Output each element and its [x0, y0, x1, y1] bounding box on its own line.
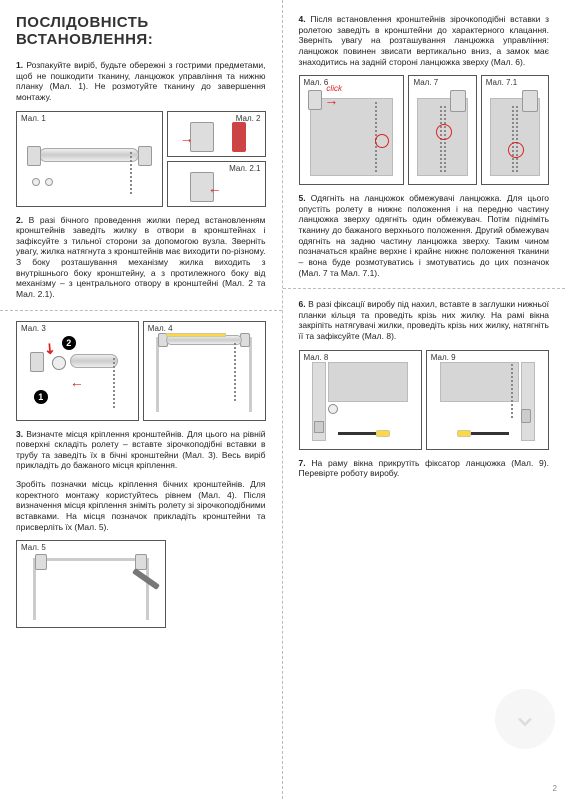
click-label: click — [326, 84, 342, 93]
step-5-text: 5. Одягніть на ланцюжок обмежувачі ланцю… — [299, 193, 550, 278]
left-column: ПОСЛІДОВНІСТЬ ВСТАНОВЛЕННЯ: 1. Розпакуйт… — [0, 0, 283, 799]
divider-1 — [0, 310, 282, 311]
fig-2-art: → — [180, 118, 253, 148]
step-1-body: Розпакуйте виріб, будьте обережні з гост… — [16, 60, 266, 102]
figure-2-1: Мал. 2.1 ← — [167, 161, 266, 207]
fig-1-label: Мал. 1 — [21, 114, 46, 123]
page-title: ПОСЛІДОВНІСТЬ ВСТАНОВЛЕННЯ: — [16, 14, 266, 48]
step-6-num: 6. — [299, 299, 306, 309]
fig-5-art — [27, 548, 155, 620]
figure-2: Мал. 2 → — [167, 111, 266, 157]
figure-7: Мал. 7 — [408, 75, 476, 185]
step-4-num: 4. — [299, 14, 306, 24]
fig-4-art — [152, 329, 255, 412]
divider-2 — [283, 288, 565, 289]
badge-1: 1 — [34, 390, 48, 404]
fig-row-4: Мал. 8 Мал. 9 — [299, 350, 550, 450]
step-3b-text: Зробіть позначки місць кріплення бічних … — [16, 479, 266, 532]
fig-1-art — [27, 128, 152, 190]
step-3a-text: 3. Визначте місця кріплення кронштейнів.… — [16, 429, 266, 472]
right-column: 4. Після встановлення кронштейнів зірочк… — [283, 0, 565, 799]
figure-1: Мал. 1 — [16, 111, 163, 207]
step-3-num: 3. — [16, 429, 23, 439]
step-2-text: 2. В разі бічного проведення жилки перед… — [16, 215, 266, 300]
step-6-body: В разі фіксації виробу під нахил, вставт… — [299, 299, 550, 341]
fig-21-art: ← — [180, 168, 253, 198]
fig-row-3: Мал. 6 → click Мал. 7 — [299, 75, 550, 185]
step-5-num: 5. — [299, 193, 306, 203]
step-7-body: На раму вікна прикрутіть фіксатор ланцюж… — [299, 458, 549, 479]
step-2-body: В разі бічного проведення жилки перед вс… — [16, 215, 266, 299]
step-6-text: 6. В разі фіксації виробу під нахил, вст… — [299, 299, 550, 342]
watermark-icon — [495, 689, 555, 749]
fig-2-col: Мал. 2 → Мал. 2.1 ← — [167, 111, 266, 207]
figure-8: Мал. 8 — [299, 350, 422, 450]
fig-3-art: ↘ 2 ← 1 — [26, 334, 129, 408]
step-4-text: 4. Після встановлення кронштейнів зірочк… — [299, 14, 550, 67]
fig-row-1: Мал. 1 Мал. 2 → — [16, 111, 266, 207]
badge-2: 2 — [62, 336, 76, 350]
fig-8-art — [308, 358, 412, 441]
figure-6: Мал. 6 → click — [299, 75, 405, 185]
page: ПОСЛІДОВНІСТЬ ВСТАНОВЛЕННЯ: 1. Розпакуйт… — [0, 0, 565, 799]
fig-3-label: Мал. 3 — [21, 324, 46, 333]
step-2-num: 2. — [16, 215, 23, 225]
step-1-num: 1. — [16, 60, 23, 70]
figure-4: Мал. 4 — [143, 321, 266, 421]
fig-71-art — [488, 84, 542, 176]
fig-7-art — [415, 84, 469, 176]
step-1-text: 1. Розпакуйте виріб, будьте обережні з г… — [16, 60, 266, 103]
step-7-text: 7. На раму вікна прикрутіть фіксатор лан… — [299, 458, 550, 479]
figure-5: Мал. 5 — [16, 540, 166, 628]
figure-3: Мал. 3 ↘ 2 ← 1 — [16, 321, 139, 421]
step-3a-body: Визначте місця кріплення кронштейнів. Дл… — [16, 429, 266, 471]
step-5-body: Одягніть на ланцюжок обмежувачі ланцюжка… — [299, 193, 550, 277]
fig-6-art: → click — [306, 84, 396, 176]
figure-9: Мал. 9 — [426, 350, 549, 450]
step-7-num: 7. — [299, 458, 306, 468]
step-4-body: Після встановлення кронштейнів зірочкопо… — [299, 14, 550, 67]
fig-row-2: Мал. 3 ↘ 2 ← 1 Мал. 4 — [16, 321, 266, 421]
page-number: 2 — [553, 784, 557, 793]
figure-7-1: Мал. 7.1 — [481, 75, 549, 185]
fig-9-art — [436, 358, 540, 441]
